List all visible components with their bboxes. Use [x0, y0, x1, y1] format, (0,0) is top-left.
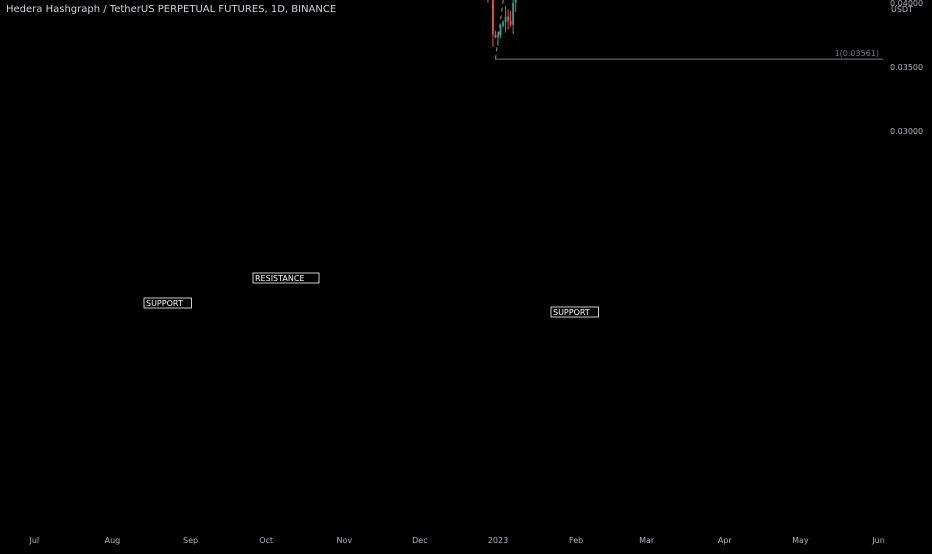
candle-body: [494, 34, 497, 38]
candle-body: [514, 0, 517, 3]
annotation-box: [550, 306, 599, 318]
fib-trend-dashed-line: [494, 0, 504, 60]
y-tick-label: 0.04000: [890, 0, 923, 8]
support-label: SUPPORT: [146, 299, 183, 308]
y-tick-label: 0.03000: [890, 127, 923, 136]
annotation-box: [143, 297, 192, 309]
x-tick-label: Mar: [639, 536, 655, 545]
support-label: SUPPORT: [553, 308, 590, 317]
x-tick-label: Apr: [718, 536, 733, 545]
candle-body: [497, 35, 499, 38]
x-tick-label: Jun: [871, 536, 885, 545]
candle-body: [512, 2, 515, 25]
candle-body: [509, 20, 512, 25]
y-tick-label: 0.03500: [890, 63, 923, 72]
candle-body: [492, 0, 494, 35]
resistance-label: RESISTANCE: [255, 274, 305, 283]
candle-body: [507, 16, 509, 21]
annotation-box: [252, 272, 320, 284]
x-tick-label: Aug: [105, 536, 121, 545]
candles: [487, 0, 517, 48]
x-tick-label: Jul: [28, 536, 39, 545]
candle-body: [504, 16, 507, 22]
x-tick-label: Dec: [412, 536, 427, 545]
x-tick-label: 2023: [488, 536, 508, 545]
x-tick-label: May: [792, 536, 809, 545]
candle-body: [502, 21, 504, 26]
currency-label: USDT: [891, 5, 913, 14]
fib-level-label: 1(0.03561): [835, 49, 879, 58]
x-tick-label: Sep: [183, 536, 198, 545]
x-tick-label: Nov: [336, 536, 352, 545]
x-tick-label: Oct: [259, 536, 273, 545]
x-tick-label: Feb: [569, 536, 583, 545]
chart-title: Hedera Hashgraph / TetherUS PERPETUAL FU…: [6, 4, 337, 15]
candle-body: [499, 25, 502, 36]
